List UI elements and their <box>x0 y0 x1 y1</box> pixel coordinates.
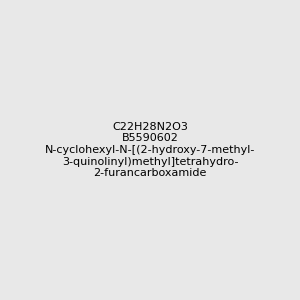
Text: C22H28N2O3
B5590602
N-cyclohexyl-N-[(2-hydroxy-7-methyl-
3-quinolinyl)methyl]tet: C22H28N2O3 B5590602 N-cyclohexyl-N-[(2-h… <box>45 122 255 178</box>
